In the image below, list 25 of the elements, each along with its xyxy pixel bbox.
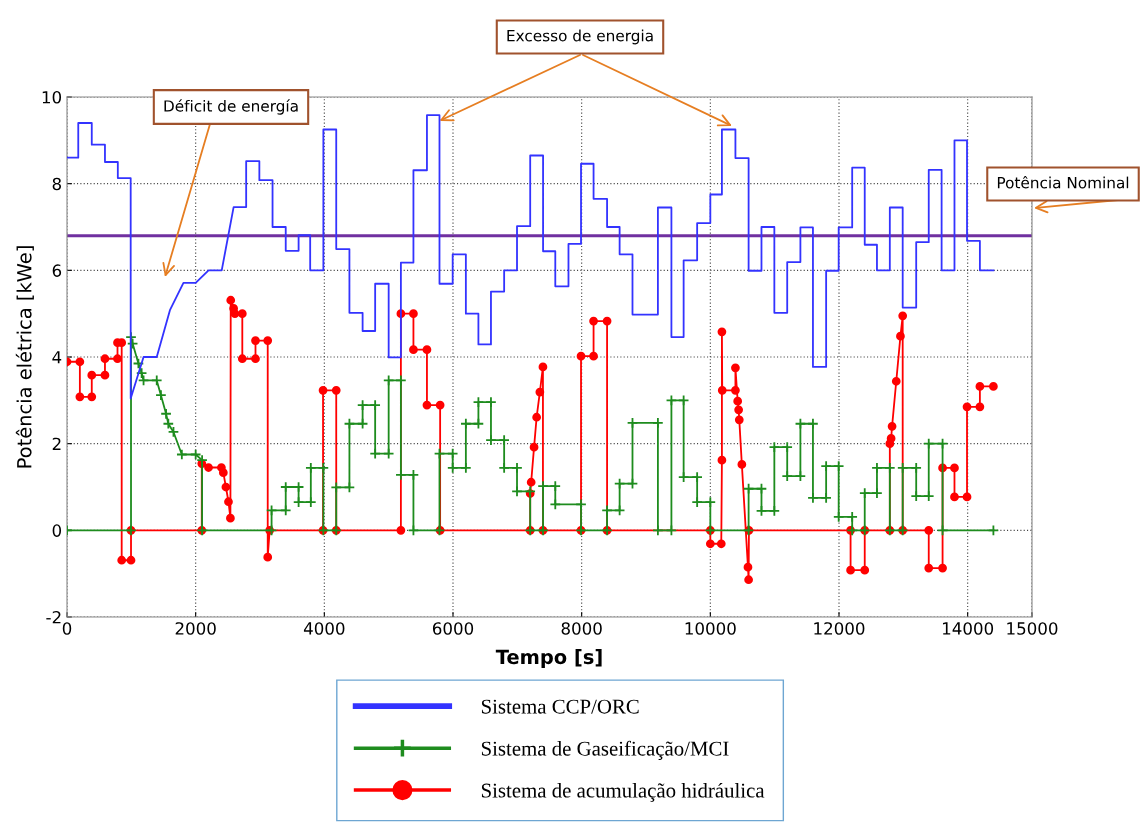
x-tick-label: 8000	[561, 622, 602, 635]
y-tick-label: 8	[52, 177, 61, 191]
x-tick-label: 14000	[942, 622, 994, 635]
x-tick-label: 15000	[1007, 622, 1058, 635]
legend-label: Sistema CCP/ORC	[481, 699, 639, 714]
y-tick-label: 0	[52, 524, 62, 537]
y-tick-label: 4	[52, 351, 62, 364]
line-series	[67, 114, 995, 400]
x-tick-label: 12000	[814, 622, 865, 635]
y-tick-label: 6	[52, 264, 62, 277]
y-tick-label: 10	[42, 90, 62, 104]
x-tick-label: 2000	[175, 622, 216, 635]
x-tick-label: 10000	[685, 622, 736, 635]
x-tick-label: 0	[62, 622, 72, 635]
x-tick-label: 6000	[432, 622, 474, 635]
legend-label: Sistema de Gaseificação/MCI	[481, 740, 729, 760]
annotation: Excesso de energia	[507, 29, 653, 45]
x-tick-label: 4000	[303, 622, 345, 635]
annotation: Potência Nominal	[997, 176, 1129, 189]
y-axis-title: Potência elétrica [kWe]	[15, 246, 34, 468]
x-axis-title: Tempo [s]	[495, 649, 602, 668]
y-tick-label: -2	[46, 610, 61, 624]
legend-label: Sistema de acumulação hidráulica	[481, 782, 765, 802]
y-tick-label: 2	[52, 437, 61, 450]
annotation: Déficit de energía	[164, 99, 298, 115]
